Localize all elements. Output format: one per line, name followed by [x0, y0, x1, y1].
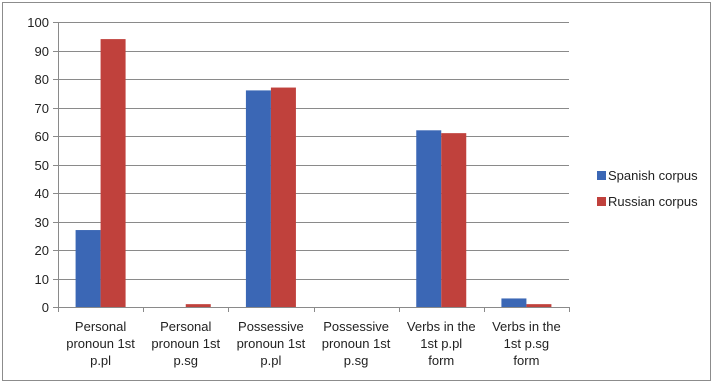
y-tick-label: 70 — [35, 101, 49, 116]
legend-label: Spanish corpus — [608, 168, 698, 183]
y-tick-label: 0 — [42, 300, 49, 315]
bar — [100, 39, 126, 307]
x-tick-label: Possessive pronoun 1st p.pl — [237, 319, 306, 368]
bar — [185, 304, 211, 307]
y-tick-label: 40 — [35, 186, 49, 201]
legend-label: Russian corpus — [608, 194, 698, 209]
legend-swatch — [597, 171, 606, 180]
bar — [270, 87, 296, 307]
y-tick-label: 80 — [35, 72, 49, 87]
bar — [245, 90, 271, 308]
bar — [416, 130, 442, 307]
y-tick-label: 60 — [35, 129, 49, 144]
bar — [501, 298, 527, 307]
x-tick-label: Possessive pronoun 1st p.sg — [322, 319, 391, 368]
bar — [75, 230, 101, 307]
bar — [526, 304, 552, 307]
legend-swatch — [597, 197, 606, 206]
y-tick-label: 30 — [35, 215, 49, 230]
x-tick-label: Verbs in the 1st p.pl form — [407, 319, 476, 368]
y-tick-label: 100 — [27, 15, 49, 30]
y-tick-label: 10 — [35, 272, 49, 287]
x-tick-label: Verbs in the 1st p.sg form — [492, 319, 561, 368]
bar — [441, 133, 467, 307]
y-tick-label: 20 — [35, 243, 49, 258]
y-tick-label: 50 — [35, 158, 49, 173]
x-tick-label: Personal pronoun 1st p.pl — [66, 319, 135, 368]
x-tick-label: Personal pronoun 1st p.sg — [151, 319, 220, 368]
y-tick-label: 90 — [35, 44, 49, 59]
